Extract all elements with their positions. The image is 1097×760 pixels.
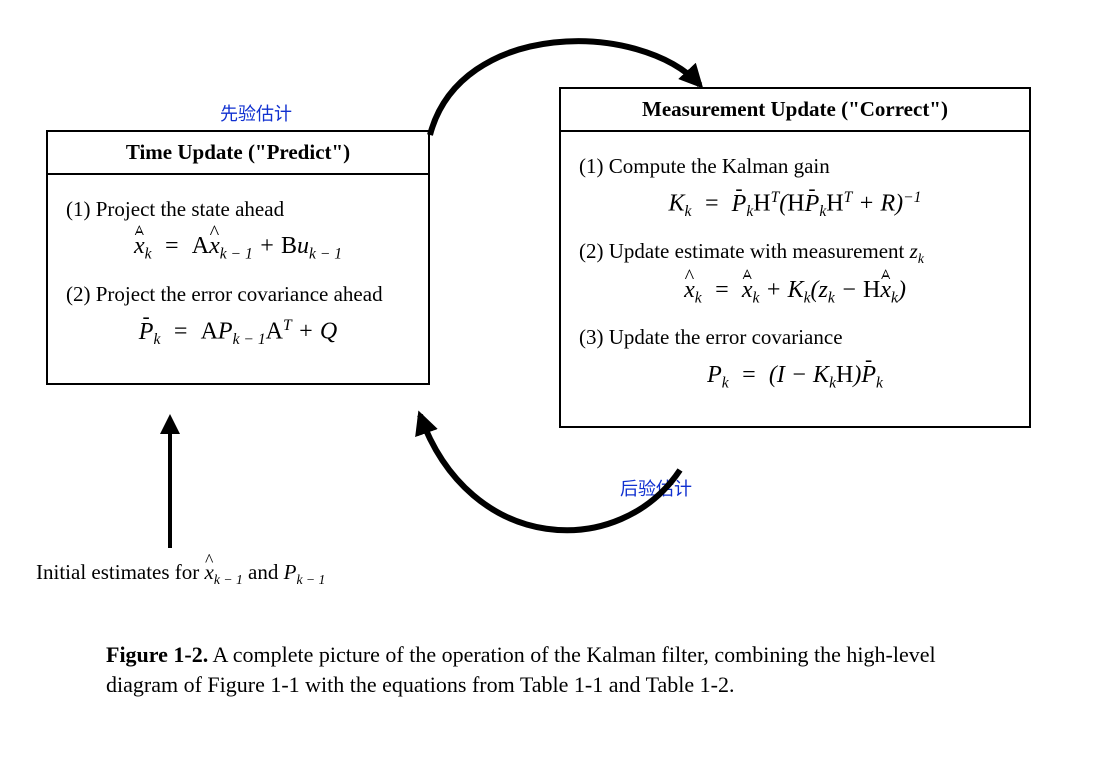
initial-var2: Pk − 1 — [284, 560, 326, 584]
correct-step-1-label: (1) Compute the Kalman gain — [579, 152, 1011, 181]
predict-step-2-label: (2) Project the error covariance ahead — [66, 280, 410, 309]
annotation-prior: 先验估计 — [220, 100, 292, 126]
correct-step-2-label: (2) Update estimate with measurement zk — [579, 237, 1011, 268]
correct-step-3-label: (3) Update the error covariance — [579, 323, 1011, 352]
correct-step-1-eq: Kk = PkHT(HPkHT + R)−1 — [579, 187, 1011, 223]
box-correct-body: (1) Compute the Kalman gain Kk = PkHT(HP… — [561, 132, 1029, 426]
caption-text: A complete picture of the operation of t… — [106, 642, 936, 697]
arrow-bottom-curve-icon — [420, 415, 680, 530]
initial-var1: xk − 1 — [205, 560, 243, 584]
initial-estimates-label: Initial estimates for xk − 1 and Pk − 1 — [36, 560, 325, 588]
box-predict-title: Time Update ("Predict") — [48, 132, 428, 175]
box-predict: Time Update ("Predict") (1) Project the … — [46, 130, 430, 385]
initial-prefix: Initial estimates for — [36, 560, 205, 584]
annotation-posterior: 后验估计 — [620, 475, 692, 501]
caption-label: Figure 1-2. — [106, 642, 208, 667]
correct-step-2-eq: xk = xk + Kk(zk − Hxk) — [579, 274, 1011, 309]
correct-step-3-eq: Pk = (I − KkH)Pk — [579, 359, 1011, 394]
box-correct-title: Measurement Update ("Correct") — [561, 89, 1029, 132]
figure-caption: Figure 1-2. A complete picture of the op… — [106, 640, 986, 699]
predict-step-1-eq: xk = Axk − 1 + Buk − 1 — [66, 230, 410, 265]
box-correct: Measurement Update ("Correct") (1) Compu… — [559, 87, 1031, 428]
box-predict-body: (1) Project the state ahead xk = Axk − 1… — [48, 175, 428, 383]
initial-mid: and — [248, 560, 284, 584]
predict-step-1-label: (1) Project the state ahead — [66, 195, 410, 224]
predict-step-2-eq: Pk = APk − 1AT + Q — [66, 315, 410, 351]
